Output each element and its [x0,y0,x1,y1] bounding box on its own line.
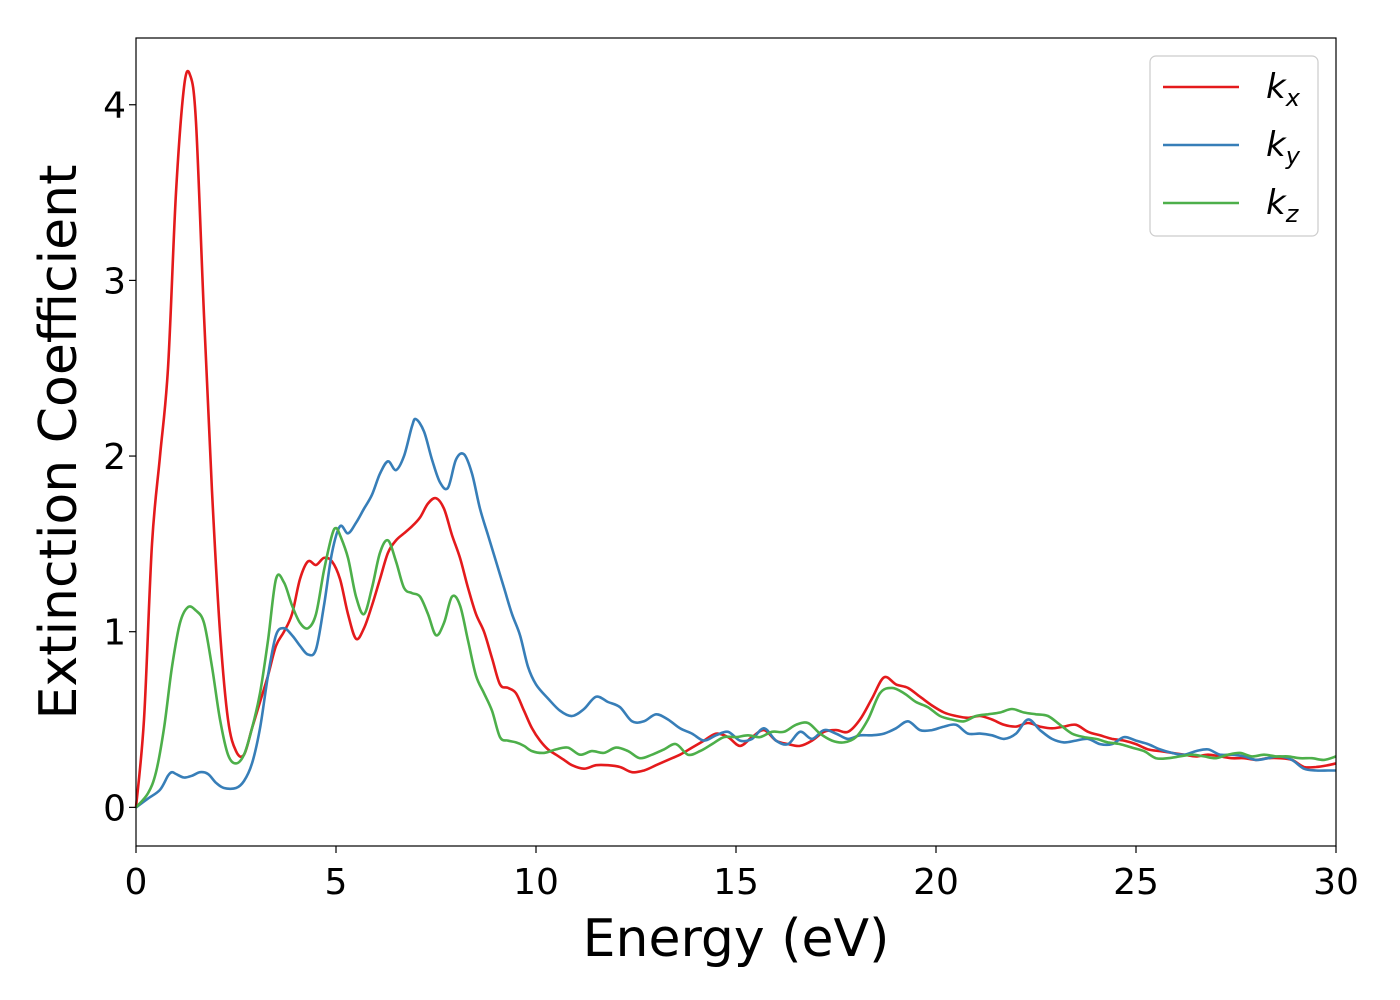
x-tick-label: 25 [1113,862,1159,903]
y-tick-label: 0 [103,788,126,829]
x-tick-label: 30 [1313,862,1359,903]
legend: kx ky kz [1149,55,1319,237]
y-tick-label: 4 [103,86,126,127]
y-tick-label: 3 [103,261,126,302]
x-tick-label: 10 [513,862,559,903]
x-tick-label: 5 [325,862,348,903]
y-axis: 0 1 2 3 4 [103,86,136,829]
y-tick-label: 1 [103,613,126,654]
series-line-kz [135,526,1337,809]
x-axis-title: Energy (eV) [583,909,890,969]
x-tick-label: 15 [713,862,759,903]
series-line-ky [135,417,1336,809]
y-axis-title: Extinction Coefficient [29,165,89,720]
x-axis: 0 5 10 15 20 25 30 [125,846,1359,903]
legend-label-kx: kx [1266,67,1301,112]
plot-background [136,38,1336,846]
y-tick-label: 2 [103,437,126,478]
legend-label-ky: ky [1266,125,1301,170]
series-layer [134,69,1337,809]
x-tick-label: 0 [125,862,148,903]
legend-label-kz: kz [1266,183,1300,228]
series-line-kx [134,69,1337,808]
x-tick-label: 20 [913,862,959,903]
